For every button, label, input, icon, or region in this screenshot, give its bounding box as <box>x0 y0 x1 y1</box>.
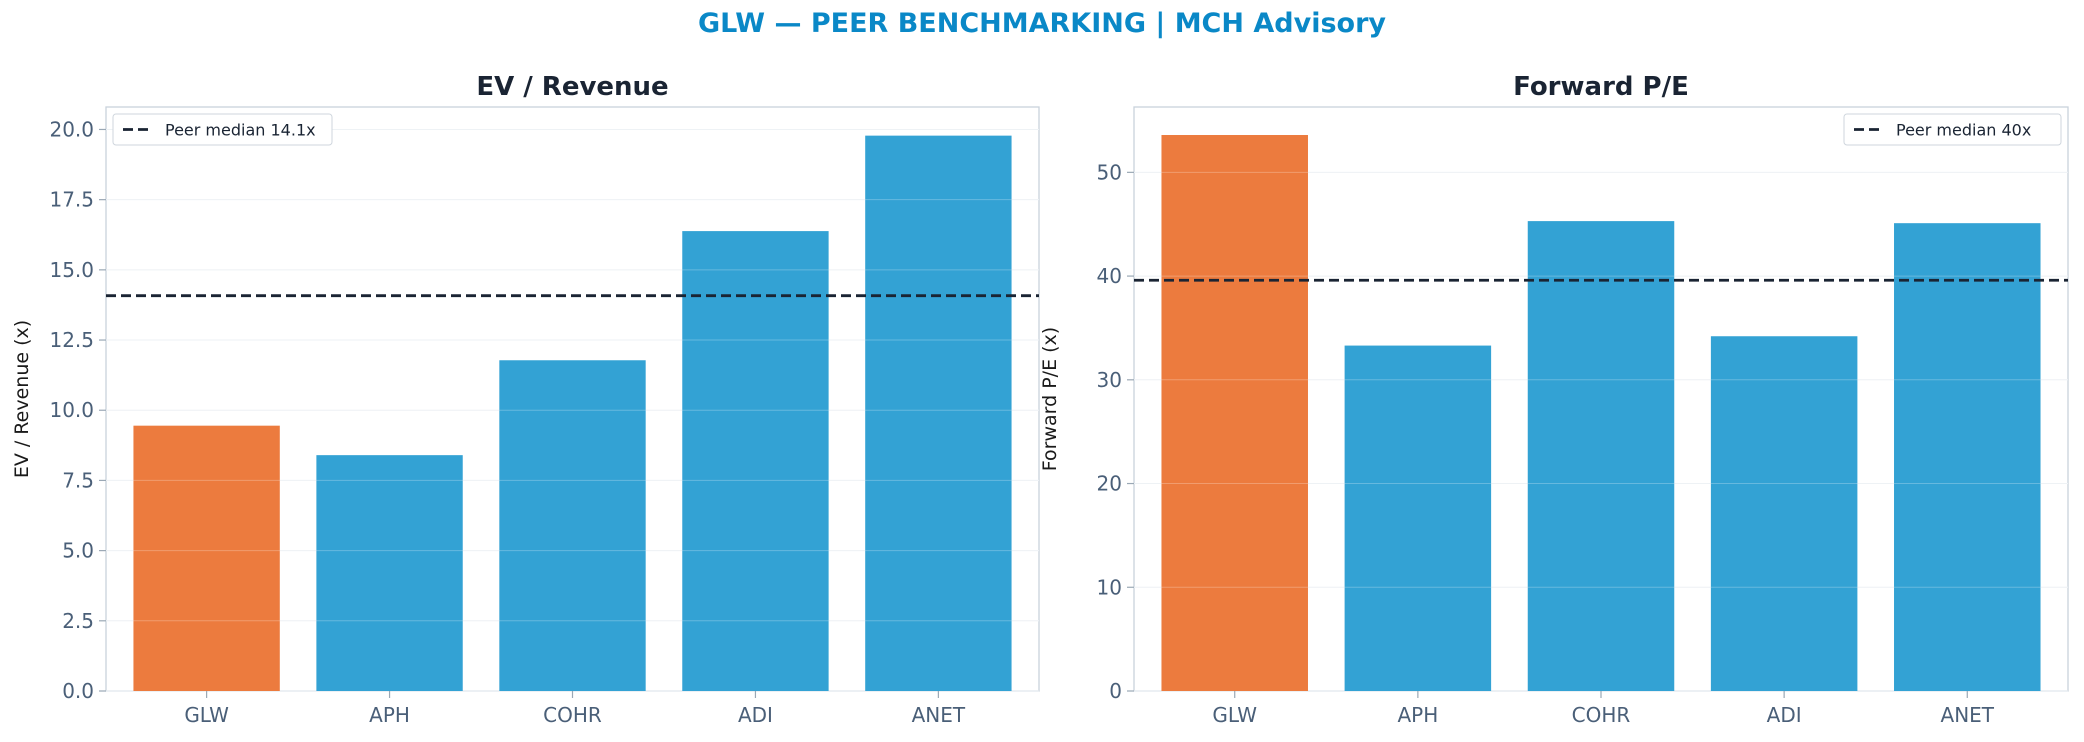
legend-label: Peer median 40x <box>1896 121 2031 140</box>
legend: Peer median 14.1x <box>112 113 333 146</box>
bar-glw <box>1161 135 1308 692</box>
y-axis-label: EV / Revenue (x) <box>11 320 33 478</box>
y-tick-label: 20 <box>1097 472 1122 496</box>
legend-box <box>1843 113 2062 146</box>
x-tick-label: ADI <box>1767 703 1802 727</box>
y-tick-label: 17.5 <box>49 188 94 212</box>
bar-glw <box>133 425 280 691</box>
y-tick-label: 2.5 <box>62 609 94 633</box>
y-tick-label: 5.0 <box>62 539 94 563</box>
y-tick-label: 10.0 <box>49 398 94 422</box>
y-tick-label: 50 <box>1097 160 1122 184</box>
y-tick-label: 0 <box>1109 679 1122 703</box>
x-tick-label: APH <box>369 703 410 727</box>
x-tick-label: GLW <box>184 703 229 727</box>
x-tick-label: ANET <box>1941 703 1995 727</box>
y-tick-label: 15.0 <box>49 258 94 282</box>
bar-anet <box>1894 223 2041 691</box>
y-tick-label: 10 <box>1097 575 1122 599</box>
x-tick-label: APH <box>1397 703 1438 727</box>
y-tick-label: 7.5 <box>62 468 94 492</box>
y-tick-label: 20.0 <box>49 117 94 141</box>
y-axis-label: Forward P/E (x) <box>1039 327 1061 471</box>
x-tick-label: ADI <box>738 703 773 727</box>
panel-title: EV / Revenue <box>476 72 668 102</box>
chart-panel-1: 0.0 2.5 5.0 7.5 10.0 12.5 15.0 17.5 20.0 GLW APH CO… <box>11 72 1040 727</box>
bar-cohr <box>1527 221 1675 691</box>
figure-title: GLW — PEER BENCHMARKING | MCH Advisory <box>698 8 1386 39</box>
y-tick-label: 12.5 <box>49 328 94 352</box>
bar-anet <box>865 135 1012 692</box>
y-tick-label: 30 <box>1097 368 1122 392</box>
bar-adi <box>1710 336 1858 691</box>
y-tick-label: 40 <box>1097 264 1122 288</box>
bar-aph <box>1344 345 1492 691</box>
panel-title: Forward P/E <box>1513 72 1689 102</box>
x-tick-label: COHR <box>543 703 602 727</box>
bar-cohr <box>499 360 646 691</box>
bar-aph <box>316 455 463 691</box>
chart-panel-2: 0 10 20 30 40 50 GLW APH COHR ADI ANET Forward P/E F… <box>1039 72 2069 727</box>
x-tick-label: GLW <box>1212 703 1257 727</box>
legend: Peer median 40x <box>1843 113 2062 146</box>
x-tick-label: ANET <box>912 703 966 727</box>
bar-adi <box>682 231 829 691</box>
legend-label: Peer median 14.1x <box>165 121 316 140</box>
x-tick-label: COHR <box>1572 703 1631 727</box>
legend-box <box>112 113 333 146</box>
y-tick-label: 0.0 <box>62 679 94 703</box>
